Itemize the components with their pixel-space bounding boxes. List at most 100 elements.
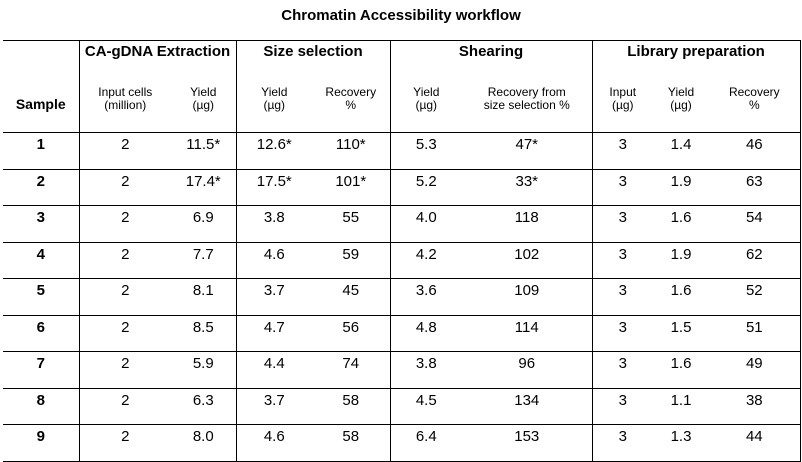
lib-input-cell: 3	[591, 132, 654, 170]
group-library-preparation: Library preparation	[591, 40, 801, 86]
col-lib-recovery: Recovery%	[709, 86, 801, 133]
input-cells-cell: 2	[78, 278, 171, 316]
workflow-table: CA-gDNA Extraction Size selection Sheari…	[3, 40, 801, 462]
extraction-yield-cell: 5.9	[171, 351, 237, 389]
ss-recovery-cell: 58	[312, 424, 391, 462]
shearing-recovery-cell: 47*	[462, 132, 593, 170]
sample-cell: 2	[3, 169, 79, 206]
shearing-yield-cell: 4.8	[389, 315, 463, 352]
col-lib-yield: Yield (µg)	[653, 86, 710, 133]
sample-cell: 5	[3, 278, 79, 316]
input-cells-cell: 2	[78, 315, 171, 352]
extraction-yield-cell: 8.1	[171, 278, 237, 316]
lib-input-cell: 3	[591, 388, 654, 425]
shearing-recovery-cell: 153	[462, 424, 593, 462]
shearing-recovery-cell: 109	[462, 278, 593, 316]
input-cells-cell: 2	[78, 132, 171, 170]
lib-yield-cell: 1.6	[653, 205, 710, 243]
sample-cell: 7	[3, 351, 79, 389]
lib-input-cell: 3	[591, 278, 654, 316]
ss-recovery-cell: 101*	[312, 169, 391, 206]
col-lib-input: Input (µg)	[591, 86, 654, 133]
sample-cell: 8	[3, 388, 79, 425]
lib-yield-cell: 1.3	[653, 424, 710, 462]
lib-input-cell: 3	[591, 424, 654, 462]
col-ss-yield: Yield (µg)	[235, 86, 313, 133]
ss-yield-cell: 4.6	[235, 242, 313, 279]
sample-cell: 4	[3, 242, 79, 279]
table-row: 8 2 6.3 3.7 58 4.5 134 3 1.1 38	[3, 388, 801, 425]
group-shearing: Shearing	[389, 40, 593, 86]
lib-recovery-cell: 46	[709, 132, 801, 170]
col-input-cells: Input cells (million)	[78, 86, 171, 133]
col-ss-recovery: Recovery%	[312, 86, 391, 133]
table-row: 1 2 11.5* 12.6* 110* 5.3 47* 3 1.4 46	[3, 132, 801, 170]
ss-recovery-cell: 110*	[312, 132, 391, 170]
table-title: Chromatin Accessibility workflow	[281, 7, 521, 24]
shearing-yield-cell: 5.2	[389, 169, 463, 206]
shearing-recovery-cell: 96	[462, 351, 593, 389]
ss-recovery-cell: 56	[312, 315, 391, 352]
shearing-recovery-cell: 33*	[462, 169, 593, 206]
extraction-yield-cell: 8.0	[171, 424, 237, 462]
input-cells-cell: 2	[78, 351, 171, 389]
ss-recovery-cell: 55	[312, 205, 391, 243]
input-cells-cell: 2	[78, 205, 171, 243]
input-cells-cell: 2	[78, 169, 171, 206]
shearing-recovery-cell: 134	[462, 388, 593, 425]
column-header-row: Sample Input cells (million) Yield (µg) Yi…	[3, 86, 801, 133]
ss-yield-cell: 12.6*	[235, 132, 313, 170]
lib-recovery-cell: 52	[709, 278, 801, 316]
lib-recovery-cell: 51	[709, 315, 801, 352]
shearing-yield-cell: 4.2	[389, 242, 463, 279]
extraction-yield-cell: 11.5*	[171, 132, 237, 170]
table-body: 1 2 11.5* 12.6* 110* 5.3 47* 3 1.4 46 2 2 17.4* 17.5*…	[3, 132, 801, 462]
shearing-yield-cell: 4.5	[389, 388, 463, 425]
extraction-yield-cell: 6.3	[171, 388, 237, 425]
extraction-yield-cell: 17.4*	[171, 169, 237, 206]
shearing-yield-cell: 3.8	[389, 351, 463, 389]
table-row: 3 2 6.9 3.8 55 4.0 118 3 1.6 54	[3, 205, 801, 243]
lib-input-cell: 3	[591, 205, 654, 243]
ss-yield-cell: 4.4	[235, 351, 313, 389]
lib-yield-cell: 1.6	[653, 351, 710, 389]
group-extraction: CA-gDNA Extraction	[78, 40, 237, 86]
shearing-yield-cell: 4.0	[389, 205, 463, 243]
shearing-recovery-cell: 118	[462, 205, 593, 243]
table-row: 6 2 8.5 4.7 56 4.8 114 3 1.5 51	[3, 315, 801, 352]
lib-input-cell: 3	[591, 315, 654, 352]
ss-recovery-cell: 59	[312, 242, 391, 279]
ss-recovery-cell: 58	[312, 388, 391, 425]
extraction-yield-cell: 6.9	[171, 205, 237, 243]
ss-yield-cell: 4.6	[235, 424, 313, 462]
col-extraction-yield: Yield (µg)	[171, 86, 237, 133]
lib-recovery-cell: 44	[709, 424, 801, 462]
table-row: 4 2 7.7 4.6 59 4.2 102 3 1.9 62	[3, 242, 801, 279]
group-header-row: CA-gDNA Extraction Size selection Sheari…	[3, 40, 801, 86]
lib-yield-cell: 1.1	[653, 388, 710, 425]
ss-yield-cell: 3.8	[235, 205, 313, 243]
input-cells-cell: 2	[78, 424, 171, 462]
lib-yield-cell: 1.4	[653, 132, 710, 170]
lib-recovery-cell: 49	[709, 351, 801, 389]
shearing-yield-cell: 3.6	[389, 278, 463, 316]
ss-yield-cell: 3.7	[235, 278, 313, 316]
lib-recovery-cell: 63	[709, 169, 801, 206]
group-size-selection: Size selection	[235, 40, 391, 86]
lib-input-cell: 3	[591, 351, 654, 389]
sample-cell: 6	[3, 315, 79, 352]
table-row: 2 2 17.4* 17.5* 101* 5.2 33* 3 1.9 63	[3, 169, 801, 206]
table-row: 7 2 5.9 4.4 74 3.8 96 3 1.6 49	[3, 351, 801, 389]
extraction-yield-cell: 8.5	[171, 315, 237, 352]
lib-yield-cell: 1.9	[653, 169, 710, 206]
col-sample: Sample	[3, 86, 79, 133]
lib-yield-cell: 1.9	[653, 242, 710, 279]
lib-yield-cell: 1.5	[653, 315, 710, 352]
shearing-yield-cell: 6.4	[389, 424, 463, 462]
ss-recovery-cell: 45	[312, 278, 391, 316]
sample-cell: 3	[3, 205, 79, 243]
lib-yield-cell: 1.6	[653, 278, 710, 316]
lib-input-cell: 3	[591, 169, 654, 206]
corner-cell	[3, 40, 79, 86]
ss-recovery-cell: 74	[312, 351, 391, 389]
